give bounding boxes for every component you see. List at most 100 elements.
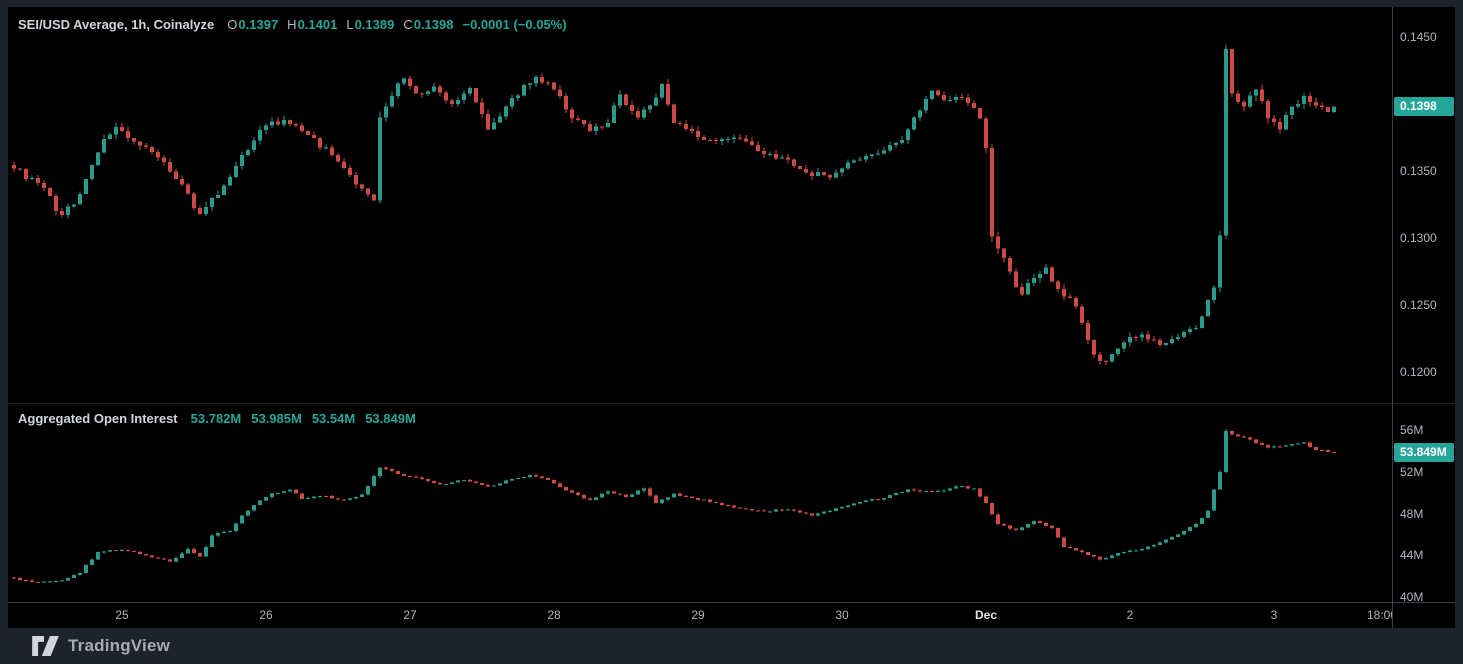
candle-body [240,515,244,524]
candle-body [36,178,40,184]
candle-body [180,178,184,185]
candle-body [486,114,490,130]
candle-body [528,83,532,86]
tradingview-logo-icon[interactable] [32,636,59,656]
candle-body [18,578,22,580]
candle-body [702,136,706,141]
candle-body [600,126,604,128]
candle-body [1260,89,1264,101]
candle-body [1236,434,1240,437]
open-interest-axis-label: 56M [1400,423,1424,437]
candle-body [1146,334,1150,340]
candle-body [534,77,538,84]
candle-body [1032,278,1036,283]
candle-body [708,499,712,503]
candle-body [942,490,946,492]
candle-body [654,495,658,504]
candle-body [150,146,154,152]
candle-body [570,490,574,493]
candle-body [774,509,778,512]
candle-body [984,496,988,504]
candle-body [438,482,442,485]
candle-body [1296,443,1300,445]
candle-body [1068,546,1072,549]
candle-body [912,489,916,491]
candle-body [132,550,136,552]
candle-body [306,131,310,135]
candle-body [66,577,70,581]
candle-body [1068,296,1072,298]
candle-body [684,124,688,130]
candle-body [1062,288,1066,297]
ohlc-values: O 0.1397 H 0.1401 L 0.1389 C 0.1398 [227,17,453,32]
candle-body [660,499,664,504]
candle-body [636,110,640,118]
candle-body [96,552,100,560]
candle-body [36,582,40,584]
candle-body [1116,553,1120,556]
candle-body [480,102,484,115]
candle-body [138,141,142,146]
candle-body [456,100,460,104]
candle-body [996,514,1000,524]
candle-body [1170,536,1174,540]
candle-body [1050,525,1054,529]
candle-body [660,83,664,98]
candle-body [1302,442,1306,444]
candle-body [1050,267,1054,282]
candle-body [576,118,580,121]
candle-body [456,480,460,483]
pane-separator[interactable] [8,403,1455,404]
candle-body [90,164,94,180]
candle-body [276,121,280,125]
candle-body [318,495,322,497]
candle-body [774,153,778,159]
candle-body [1296,104,1300,107]
candle-body [918,110,922,118]
candle-body [852,160,856,163]
candle-body [972,103,976,109]
candle-body [636,490,640,495]
candlestick-chart[interactable] [8,7,1455,628]
candle-body [924,99,928,111]
candle-body [1200,316,1204,328]
candle-body [408,475,412,477]
candle-body [204,207,208,214]
candle-body [1008,258,1012,272]
candle-body [396,471,400,474]
candle-body [702,499,706,501]
candle-body [1134,550,1138,552]
candle-body [42,581,46,583]
time-axis-label: 29 [691,608,705,622]
candle-body [438,86,442,93]
candle-body [198,207,202,214]
candle-body [96,152,100,165]
candle-body [462,480,466,482]
candle-body [156,151,160,158]
candle-body [12,577,16,579]
candle-body [618,94,622,106]
candle-body [318,138,322,148]
candle-body [240,154,244,166]
candle-body [882,497,886,500]
candle-body [12,165,16,169]
candle-body [606,491,610,494]
candle-body [492,122,496,130]
time-axis-label: 3 [1270,608,1278,622]
tradingview-wordmark[interactable]: TradingView [68,636,171,655]
candle-body [84,565,88,573]
time-axis[interactable]: 25 26 27 28 29 30 Dec 2 3 18:00 [8,603,1392,628]
candle-body [1278,121,1282,130]
candle-body [312,134,316,139]
candle-body [312,496,316,498]
candle-body [210,535,214,547]
candle-body [102,138,106,153]
candle-body [1242,436,1246,438]
candle-body [588,123,592,131]
candle-body [1080,550,1084,553]
candle-body [708,140,712,142]
candle-body [750,141,754,146]
candle-body [840,168,844,173]
candle-body [1188,527,1192,532]
candle-body [666,497,670,500]
